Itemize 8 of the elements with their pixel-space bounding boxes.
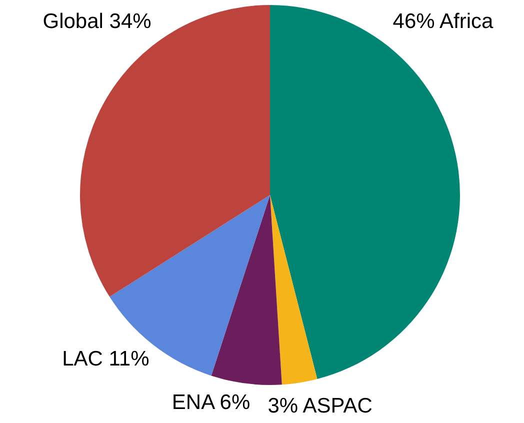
pie-slice	[110, 195, 270, 376]
pie-slice	[270, 195, 318, 385]
slice-label: LAC 11%	[62, 347, 150, 370]
pie-slice	[211, 195, 282, 385]
slice-label: 46% Africa	[392, 10, 494, 34]
slice-label: 3% ASPAC	[268, 394, 372, 418]
slice-label: ENA 6%	[172, 390, 250, 414]
slice-label: Global 34%	[42, 10, 152, 34]
